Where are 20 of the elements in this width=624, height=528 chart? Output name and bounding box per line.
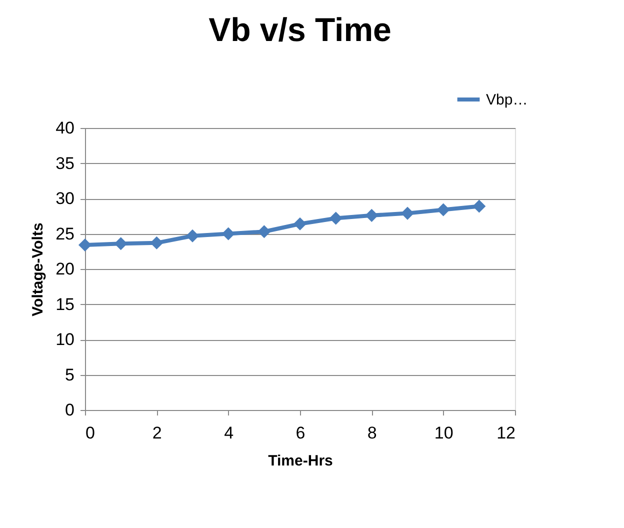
x-tick-label: 2: [152, 424, 162, 442]
y-tick-label: 35: [56, 154, 74, 173]
y-tick-label: 20: [56, 260, 74, 278]
y-tick-label: 40: [56, 118, 74, 138]
x-tick-label: 0: [86, 424, 95, 442]
y-tick-label: 5: [65, 365, 74, 384]
legend-label: Vbp…: [486, 92, 528, 108]
x-axis-title: Time-Hrs: [268, 452, 333, 470]
y-tick-label: 0: [65, 400, 74, 420]
x-tick-label: 8: [367, 424, 377, 442]
y-tick-label: 30: [56, 189, 74, 208]
y-tick-label: 25: [56, 224, 74, 244]
chart-title: Vb v/s Time: [208, 11, 392, 48]
x-tick-label: 12: [496, 424, 516, 442]
y-axis-title: Voltage-Volts: [30, 222, 47, 316]
x-tick-label: 10: [434, 424, 454, 442]
x-tick-label: 4: [224, 424, 234, 442]
x-tick-label: 6: [296, 424, 306, 442]
y-tick-label: 15: [56, 294, 74, 314]
y-tick-label: 10: [56, 330, 74, 349]
